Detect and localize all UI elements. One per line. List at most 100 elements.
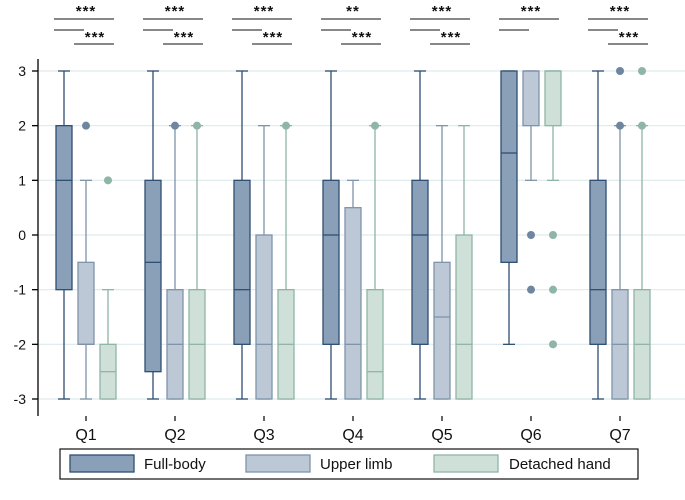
significance-label-top: ***	[76, 3, 97, 20]
y-tick-label: 1	[18, 172, 26, 188]
box-iqr	[589, 179, 607, 345]
significance-group: *** ***	[410, 3, 470, 46]
outlier-point	[527, 231, 535, 239]
box	[633, 67, 651, 400]
box-iqr	[255, 234, 273, 400]
y-tick-label: 2	[18, 118, 26, 134]
significance-label-bottom: ***	[441, 29, 462, 46]
y-tick-label: 0	[18, 227, 26, 243]
significance-label-top: **	[346, 3, 360, 20]
legend-label: Detached hand	[509, 456, 611, 473]
box-iqr	[522, 70, 540, 127]
outlier-point	[104, 176, 112, 185]
series-detached-hand	[99, 67, 651, 400]
box	[544, 70, 562, 349]
box	[589, 70, 607, 400]
x-tick-label: Q2	[164, 427, 185, 444]
significance-group: *** ***	[588, 3, 648, 46]
significance-group: *** ***	[143, 3, 203, 46]
significance-label-top: ***	[254, 3, 275, 20]
box-iqr	[544, 70, 562, 127]
x-tick-label: Q5	[431, 427, 452, 444]
box-iqr	[433, 261, 451, 400]
outlier-point	[549, 340, 557, 349]
box	[188, 121, 206, 400]
box	[99, 176, 117, 400]
outlier-point	[549, 285, 557, 294]
outlier-point	[82, 121, 90, 130]
significance-label-bottom: ***	[263, 29, 284, 46]
outlier-point	[616, 67, 624, 75]
y-tick-label: -1	[14, 282, 27, 298]
legend-swatch	[245, 454, 311, 473]
legend-item: Upper limb	[245, 454, 393, 473]
box-iqr	[411, 179, 429, 345]
significance-label-bottom: ***	[85, 29, 106, 46]
outlier-point	[549, 231, 557, 239]
y-tick-label: -3	[14, 391, 27, 407]
significance-label-bottom: ***	[619, 29, 640, 46]
legend-label: Full-body	[144, 456, 206, 473]
significance-label-top: ***	[521, 3, 542, 20]
box	[611, 67, 629, 400]
legend-frame	[59, 448, 639, 480]
significance-annotations: ******************************** ******	[54, 3, 648, 46]
box-iqr	[366, 289, 384, 400]
box-iqr	[322, 179, 340, 345]
outlier-point	[616, 121, 624, 130]
x-tick-label: Q4	[342, 427, 363, 444]
box	[344, 179, 362, 400]
significance-label-bottom: ***	[352, 29, 373, 46]
legend-item: Detached hand	[433, 454, 611, 473]
box	[144, 70, 162, 400]
significance-group: *** ***	[232, 3, 292, 46]
gridlines	[39, 70, 685, 400]
box	[55, 70, 73, 400]
legend-swatch	[433, 454, 499, 473]
legend-swatch	[69, 454, 135, 473]
box	[255, 125, 273, 400]
outlier-point	[371, 121, 379, 130]
box-iqr	[55, 125, 73, 291]
x-axis: Q1 Q2 Q3 Q4 Q5 Q6 Q7	[75, 416, 631, 444]
box	[233, 70, 251, 400]
significance-group: ***	[499, 3, 559, 31]
box-iqr	[233, 179, 251, 345]
series-full-body	[55, 70, 607, 400]
box-iqr	[77, 261, 95, 345]
x-tick-label: Q7	[609, 427, 630, 444]
significance-label-top: ***	[165, 3, 186, 20]
legend-item: Full-body	[69, 454, 206, 473]
outlier-point	[527, 285, 535, 294]
box-iqr	[344, 207, 362, 400]
outlier-point	[282, 121, 290, 130]
box-iqr	[500, 70, 518, 263]
y-axis: -3 -2 -1 0 1 2 3	[14, 59, 39, 416]
legend-label: Upper limb	[320, 456, 393, 473]
significance-group: *****	[321, 3, 381, 46]
box-iqr	[144, 179, 162, 373]
significance-label-bottom: ***	[174, 29, 195, 46]
series-upper-limb	[77, 67, 629, 400]
outlier-point	[171, 121, 179, 130]
box	[77, 121, 95, 400]
y-tick-label: -2	[14, 336, 27, 352]
box	[522, 70, 540, 294]
outlier-point	[193, 121, 201, 130]
outlier-point	[638, 121, 646, 130]
significance-group: *** ***	[54, 3, 114, 46]
box	[411, 70, 429, 400]
box	[455, 125, 473, 400]
box-iqr	[455, 234, 473, 400]
box	[433, 125, 451, 400]
x-tick-label: Q3	[253, 427, 274, 444]
box	[166, 121, 184, 400]
outlier-point	[638, 67, 646, 75]
x-tick-label: Q6	[520, 427, 541, 444]
box	[366, 121, 384, 400]
legend: Full-body Upper limb Detached hand	[59, 448, 639, 480]
x-tick-label: Q1	[75, 427, 96, 444]
box	[277, 121, 295, 400]
